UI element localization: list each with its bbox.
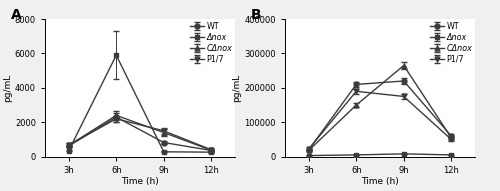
Y-axis label: pg/mL: pg/mL bbox=[3, 74, 12, 102]
Legend: WT, Δnox, CΔnox, P1/7: WT, Δnox, CΔnox, P1/7 bbox=[189, 21, 234, 64]
X-axis label: Time (h): Time (h) bbox=[121, 177, 159, 186]
Text: A: A bbox=[11, 8, 22, 22]
Text: B: B bbox=[251, 8, 262, 22]
Legend: WT, Δnox, CΔnox, P1/7: WT, Δnox, CΔnox, P1/7 bbox=[429, 21, 474, 64]
X-axis label: Time (h): Time (h) bbox=[361, 177, 399, 186]
Y-axis label: pg/mL: pg/mL bbox=[232, 74, 241, 102]
